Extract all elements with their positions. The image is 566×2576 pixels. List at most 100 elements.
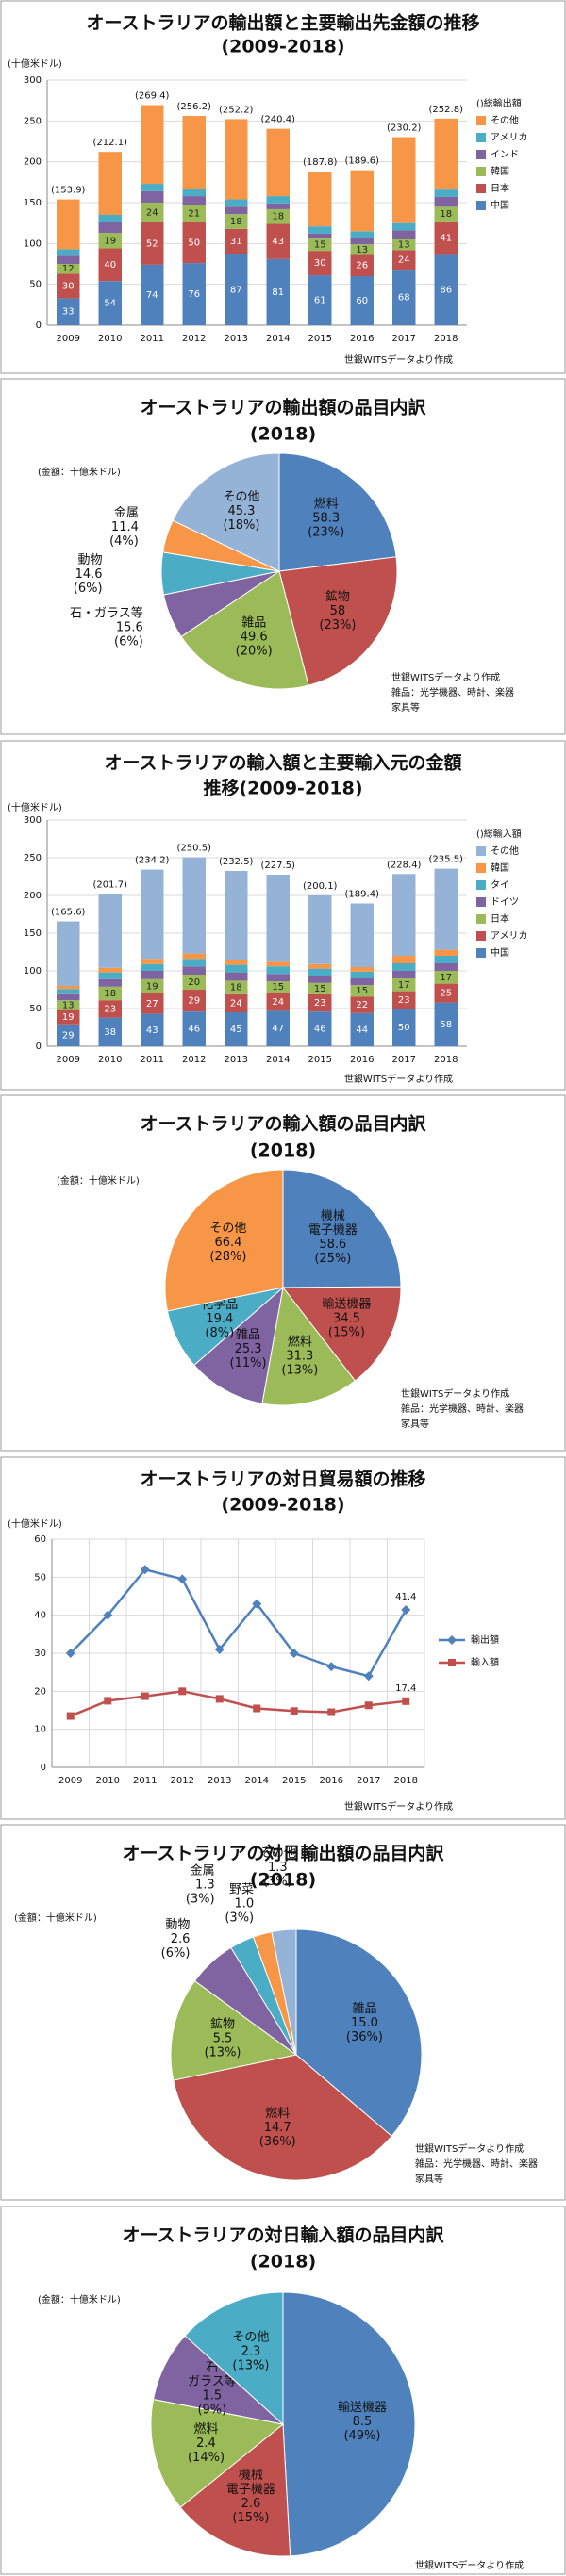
slice-label: 1.0	[234, 1896, 254, 1911]
chart-subtitle: (2018)	[250, 424, 316, 445]
x-tick-label: 2009	[58, 1776, 82, 1786]
bar-segment	[350, 254, 374, 276]
bar-segment	[182, 189, 206, 197]
legend-label: ドイツ	[491, 897, 519, 908]
bar-segment	[350, 903, 374, 967]
chart-title: オーストラリアの対日輸入額の品目内訳	[122, 2224, 444, 2246]
bar-segment	[308, 968, 332, 976]
pie-slice	[172, 452, 280, 572]
legend-swatch	[476, 116, 486, 125]
chart-panel: オーストラリアの輸入額の品目内訳 (2018) (金額：十億米ドル) 機械電子機器58…	[0, 1094, 566, 1452]
y-tick-label: 250	[24, 116, 42, 126]
bar-segment	[98, 986, 122, 1001]
data-label: 43	[272, 237, 284, 247]
bar-segment	[266, 258, 290, 325]
pie-slice	[281, 1286, 402, 1382]
slice-label: (6%)	[161, 1946, 191, 1961]
bar-segment	[308, 233, 332, 239]
data-label: 18	[230, 983, 242, 993]
chart-title: オーストラリアの輸出額と主要輸出先金額の推移	[86, 12, 479, 34]
y-tick-label: 50	[29, 1004, 42, 1014]
bar-segment	[98, 1000, 122, 1018]
slice-label: 雑品	[236, 1327, 260, 1342]
note: 世銀WITSデータより作成	[415, 2142, 524, 2155]
bar-segment	[266, 203, 290, 209]
data-label: 17	[398, 980, 410, 991]
total-label: (240.4)	[261, 115, 296, 125]
slice-label: 2.6	[171, 1932, 191, 1946]
slice-label: 2.3	[241, 2345, 261, 2359]
y-axis-label: (十億米ドル)	[8, 1518, 62, 1530]
bar-segment	[98, 1017, 122, 1046]
legend-marker	[447, 1635, 457, 1645]
bar-segment	[182, 959, 206, 967]
bar-segment	[57, 255, 80, 264]
y-tick-label: 50	[29, 280, 42, 290]
legend-swatch	[476, 931, 486, 941]
data-label: 24	[272, 997, 284, 1008]
bar-segment	[434, 196, 458, 207]
chart-panel: オーストラリアの対日輸入額の品目内訳 (2018) (金額：十億米ドル) 輸送機器8.…	[0, 2206, 566, 2575]
bar-segment	[266, 208, 290, 224]
slice-label: 燃料	[314, 496, 339, 511]
slice-label: (15%)	[232, 2511, 269, 2525]
bar-segment	[266, 961, 290, 967]
slice-label: (3%)	[225, 1911, 254, 1925]
data-label: 50	[398, 1023, 410, 1033]
data-label: 23	[314, 998, 326, 1009]
pie-slice	[180, 570, 309, 690]
bar-segment	[141, 978, 164, 993]
slice-label: 34.5	[333, 1311, 360, 1325]
point	[178, 1687, 187, 1696]
data-label: 54	[104, 299, 116, 309]
pie-slice	[282, 2291, 416, 2557]
total-label: (187.8)	[303, 157, 338, 168]
data-label: 19	[146, 981, 158, 992]
x-tick-label: 2012	[182, 1055, 206, 1065]
data-label: 41	[440, 234, 452, 244]
slice-label: (3%)	[186, 1893, 215, 1907]
slice-label: 雑品	[241, 615, 266, 631]
legend-label: その他	[491, 845, 519, 857]
bar-segment	[98, 281, 122, 325]
bar-segment	[182, 975, 206, 990]
legend-label: アメリカ	[491, 132, 528, 143]
legend-label: 韓国	[491, 166, 509, 177]
data-label: 15	[356, 986, 368, 996]
slice-label: (8%)	[205, 1326, 234, 1340]
total-label: (153.9)	[51, 186, 86, 196]
bar-segment	[57, 921, 80, 986]
slice-label: 鉱物	[325, 589, 350, 604]
total-label: (189.6)	[345, 156, 380, 167]
x-tick-label: 2016	[350, 1055, 374, 1065]
slice-label: 石・ガラス等	[70, 606, 143, 621]
bar-segment	[308, 275, 332, 325]
point	[401, 1605, 411, 1616]
data-label: 46	[314, 1025, 326, 1035]
slice-label: (9%)	[197, 2403, 226, 2417]
bar-segment	[57, 273, 80, 299]
x-tick-label: 2018	[434, 334, 458, 344]
bar-segment	[225, 972, 248, 981]
slice-label: 19.4	[206, 1312, 233, 1326]
bar-segment	[57, 199, 80, 250]
bar-segment	[225, 214, 248, 229]
y-tick-label: 100	[24, 966, 42, 976]
bar-segment	[182, 966, 206, 975]
y-tick-label: 150	[24, 198, 42, 208]
pie-slice	[170, 1979, 298, 2081]
data-label: 45	[230, 1025, 242, 1035]
data-label: 30	[314, 258, 326, 269]
total-label: (165.6)	[51, 908, 86, 918]
bar-segment	[308, 172, 332, 227]
data-label: 19	[104, 236, 116, 246]
data-label: 31	[230, 237, 242, 247]
point	[214, 1644, 225, 1654]
legend-swatch	[476, 133, 486, 142]
slice-label: その他	[232, 2331, 269, 2345]
data-label: 15	[272, 982, 284, 993]
y-tick-label: 10	[34, 1725, 46, 1735]
slice-label: 49.6	[241, 631, 268, 645]
bar-segment	[182, 857, 206, 954]
chart-subtitle: (2009-2018)	[221, 1495, 344, 1516]
